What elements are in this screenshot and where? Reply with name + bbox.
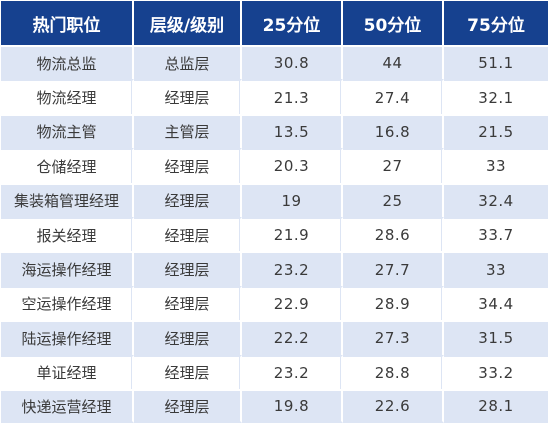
table-row: 单证经理 经理层 23.2 28.8 33.2: [1, 354, 548, 389]
p50-cell: 27.4: [343, 79, 444, 114]
p50-cell: 44: [343, 45, 444, 80]
table-header-row: 热门职位 层级/级别 25分位 50分位 75分位: [1, 1, 548, 45]
level-cell: 经理层: [134, 354, 242, 389]
level-cell: 经理层: [134, 216, 242, 252]
job-cell: 单证经理: [1, 354, 134, 389]
p25-cell: 30.8: [242, 45, 343, 80]
job-cell: 物流经理: [1, 79, 134, 114]
salary-percentile-table: 热门职位 层级/级别 25分位 50分位 75分位 物流总监 总监层 30.8 …: [1, 1, 548, 424]
p50-cell: 27: [343, 148, 444, 183]
job-cell: 快递运营经理: [1, 388, 134, 424]
p25-cell: 21.9: [242, 216, 343, 252]
p75-cell: 31.5: [444, 320, 548, 355]
p25-cell: 23.2: [242, 354, 343, 389]
p75-cell: 21.5: [444, 113, 548, 149]
table-row: 物流主管 主管层 13.5 16.8 21.5: [1, 113, 548, 149]
level-cell: 经理层: [134, 320, 242, 355]
p25-cell: 21.3: [242, 79, 343, 114]
p75-cell: 33: [444, 251, 548, 286]
level-cell: 经理层: [134, 251, 242, 286]
table-row: 物流总监 总监层 30.8 44 51.1: [1, 45, 548, 80]
header-p50: 50分位: [343, 1, 444, 45]
p50-cell: 22.6: [343, 388, 444, 424]
level-cell: 经理层: [134, 285, 242, 321]
p50-cell: 28.6: [343, 216, 444, 252]
job-cell: 物流总监: [1, 45, 134, 80]
header-p75: 75分位: [444, 1, 548, 45]
p75-cell: 34.4: [444, 285, 548, 321]
job-cell: 空运操作经理: [1, 285, 134, 321]
p25-cell: 23.2: [242, 251, 343, 286]
p75-cell: 32.4: [444, 182, 548, 217]
p25-cell: 19: [242, 182, 343, 217]
table-row: 报关经理 经理层 21.9 28.6 33.7: [1, 216, 548, 252]
level-cell: 经理层: [134, 148, 242, 183]
header-job: 热门职位: [1, 1, 134, 45]
p50-cell: 27.3: [343, 320, 444, 355]
level-cell: 经理层: [134, 79, 242, 114]
p75-cell: 33: [444, 148, 548, 183]
level-cell: 主管层: [134, 113, 242, 149]
p75-cell: 51.1: [444, 45, 548, 80]
p50-cell: 28.9: [343, 285, 444, 321]
level-cell: 经理层: [134, 388, 242, 424]
job-cell: 陆运操作经理: [1, 320, 134, 355]
table-row: 集装箱管理经理 经理层 19 25 32.4: [1, 182, 548, 217]
header-p25: 25分位: [242, 1, 343, 45]
table-row: 快递运营经理 经理层 19.8 22.6 28.1: [1, 388, 548, 424]
p50-cell: 25: [343, 182, 444, 217]
table-row: 空运操作经理 经理层 22.9 28.9 34.4: [1, 285, 548, 321]
p75-cell: 28.1: [444, 388, 548, 424]
job-cell: 集装箱管理经理: [1, 182, 134, 217]
job-cell: 海运操作经理: [1, 251, 134, 286]
table-row: 仓储经理 经理层 20.3 27 33: [1, 148, 548, 183]
p50-cell: 27.7: [343, 251, 444, 286]
table-row: 陆运操作经理 经理层 22.2 27.3 31.5: [1, 320, 548, 355]
job-cell: 仓储经理: [1, 148, 134, 183]
level-cell: 经理层: [134, 182, 242, 217]
job-cell: 物流主管: [1, 113, 134, 149]
p25-cell: 20.3: [242, 148, 343, 183]
p75-cell: 33.7: [444, 216, 548, 252]
p25-cell: 22.2: [242, 320, 343, 355]
p25-cell: 13.5: [242, 113, 343, 149]
table-row: 海运操作经理 经理层 23.2 27.7 33: [1, 251, 548, 286]
p75-cell: 33.2: [444, 354, 548, 389]
p75-cell: 32.1: [444, 79, 548, 114]
level-cell: 总监层: [134, 45, 242, 80]
p25-cell: 22.9: [242, 285, 343, 321]
p50-cell: 28.8: [343, 354, 444, 389]
header-level: 层级/级别: [134, 1, 242, 45]
job-cell: 报关经理: [1, 216, 134, 252]
p25-cell: 19.8: [242, 388, 343, 424]
table-row: 物流经理 经理层 21.3 27.4 32.1: [1, 79, 548, 114]
p50-cell: 16.8: [343, 113, 444, 149]
